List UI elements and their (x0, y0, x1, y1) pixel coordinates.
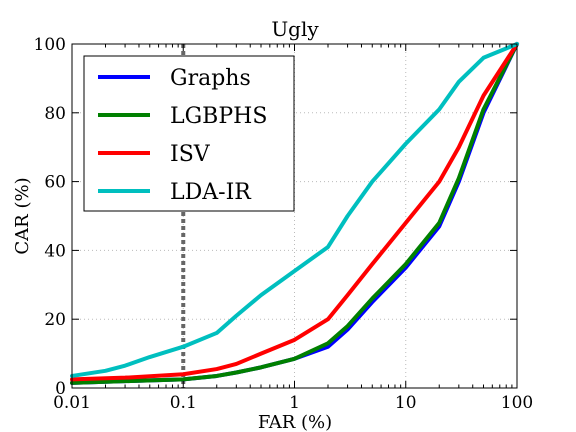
y-axis-label: CAR (%) (12, 177, 33, 254)
y-tick-label: 100 (34, 35, 66, 55)
x-tick-label: 0.01 (53, 393, 91, 413)
series-line-lda-ir (70, 42, 519, 378)
y-tick-label: 0 (55, 379, 66, 399)
x-tick-label: 10 (395, 393, 417, 413)
x-tick-label: 0.1 (170, 393, 197, 413)
x-axis-label: FAR (%) (258, 412, 332, 432)
y-tick-label: 80 (44, 104, 66, 124)
axis-ticks: 0.01 0.1 1 10 100 0 20 40 60 80 100 (34, 35, 534, 413)
x-tick-label: 1 (289, 393, 300, 413)
x-tick-label: 100 (501, 393, 533, 413)
legend-label: LGBPHS (170, 104, 267, 129)
legend-label: LDA-IR (170, 180, 252, 205)
legend: Graphs LGBPHS ISV LDA-IR (83, 55, 295, 212)
chart-title: Ugly (271, 17, 319, 41)
y-tick-label: 60 (44, 173, 66, 193)
legend-box (83, 55, 295, 212)
y-tick-label: 40 (44, 241, 66, 261)
series-line-isv (70, 42, 519, 382)
legend-label: ISV (170, 142, 211, 167)
series-layer (70, 42, 519, 385)
y-tick-label: 20 (44, 310, 66, 330)
legend-label: Graphs (170, 66, 251, 91)
series-line-lgbphs (70, 42, 519, 385)
